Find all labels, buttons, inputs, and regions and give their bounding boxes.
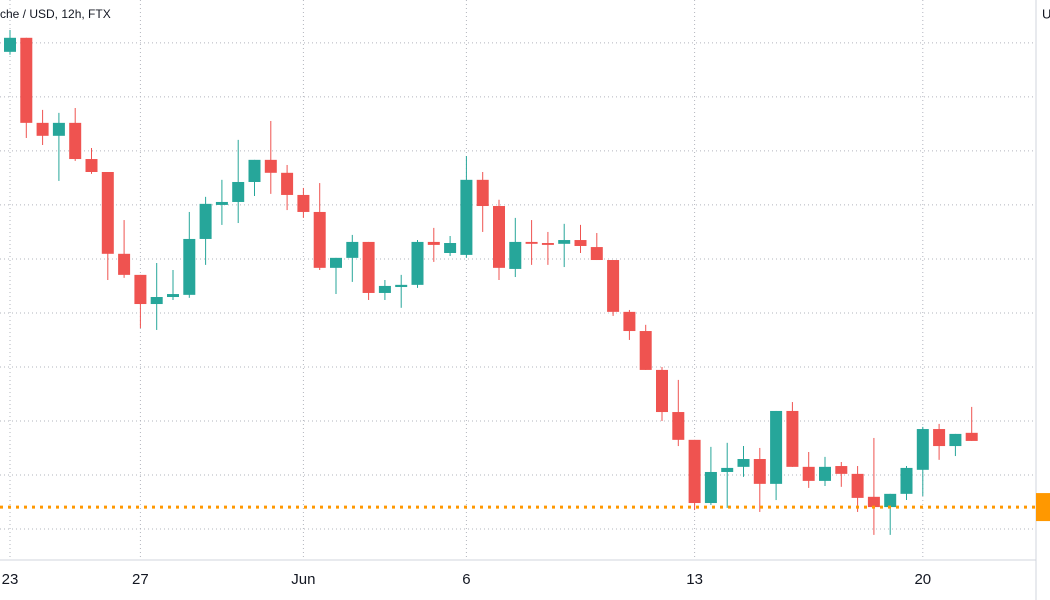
candle-body <box>525 241 538 244</box>
x-tick-label: 20 <box>914 571 931 588</box>
candle-body <box>688 439 701 504</box>
candle-body <box>753 459 766 484</box>
candle-body <box>965 432 978 441</box>
chart-title: che / USD, 12h, FTX <box>0 7 111 21</box>
candle-body <box>721 467 734 472</box>
candle-body <box>427 241 440 245</box>
candle-body <box>378 285 391 293</box>
candle-body <box>704 471 717 504</box>
candle-body <box>330 257 342 268</box>
candle-body <box>20 37 33 123</box>
candle-body <box>264 159 277 173</box>
candle-body <box>118 253 131 275</box>
x-tick-label: 6 <box>462 571 470 588</box>
candle-body <box>248 159 261 182</box>
candle-body <box>835 466 848 474</box>
candle-body <box>819 466 831 481</box>
candle-body <box>167 294 179 298</box>
candle-body <box>558 240 571 244</box>
candle-body <box>802 466 815 481</box>
candle-body <box>949 433 962 447</box>
candle-body <box>867 496 880 508</box>
price-axis-label: U <box>1042 6 1050 21</box>
candle-body <box>541 243 554 245</box>
candle-body <box>737 459 750 467</box>
candle-body <box>346 241 359 258</box>
candle-body <box>770 410 783 484</box>
x-tick-label: 13 <box>686 571 703 588</box>
candle-body <box>52 122 65 136</box>
candle-body <box>395 284 408 288</box>
candle-body <box>493 206 505 268</box>
candle-body <box>851 473 864 498</box>
candle-body <box>150 297 163 305</box>
x-tick-label: Jun <box>291 571 315 588</box>
candle-body <box>656 369 668 413</box>
candle-body <box>444 243 457 253</box>
candle-body <box>313 211 326 268</box>
candle-body <box>509 241 522 269</box>
candle-body <box>85 159 98 172</box>
candle-body <box>574 240 587 246</box>
candle-body <box>411 241 424 285</box>
candle-body <box>672 412 685 440</box>
candle-body <box>297 194 310 212</box>
price-marker <box>1036 493 1050 522</box>
candle-body <box>607 260 620 312</box>
candle-body <box>884 493 897 508</box>
candle-body <box>281 172 294 195</box>
candle-body <box>623 311 636 332</box>
candle-body <box>900 467 913 494</box>
grid <box>0 0 1036 560</box>
x-tick-label: 27 <box>132 571 149 588</box>
candle-body <box>101 171 114 254</box>
candle-body <box>786 410 799 467</box>
candle-body <box>590 247 603 261</box>
candle-body <box>215 201 228 205</box>
candle-body <box>362 241 375 293</box>
x-tick-label: 23 <box>2 571 19 588</box>
candle-body <box>639 331 652 370</box>
candle-body <box>69 122 82 160</box>
candle-body <box>4 37 16 52</box>
candle-body <box>232 181 245 202</box>
candle-body <box>36 122 49 136</box>
plot-area <box>0 29 1036 535</box>
candle-body <box>199 203 212 239</box>
candle-body <box>183 238 196 295</box>
candle-body <box>460 179 473 255</box>
candle-body <box>134 274 147 305</box>
candle-body <box>933 429 946 447</box>
candle-body <box>476 179 489 207</box>
candle-body <box>916 429 929 470</box>
